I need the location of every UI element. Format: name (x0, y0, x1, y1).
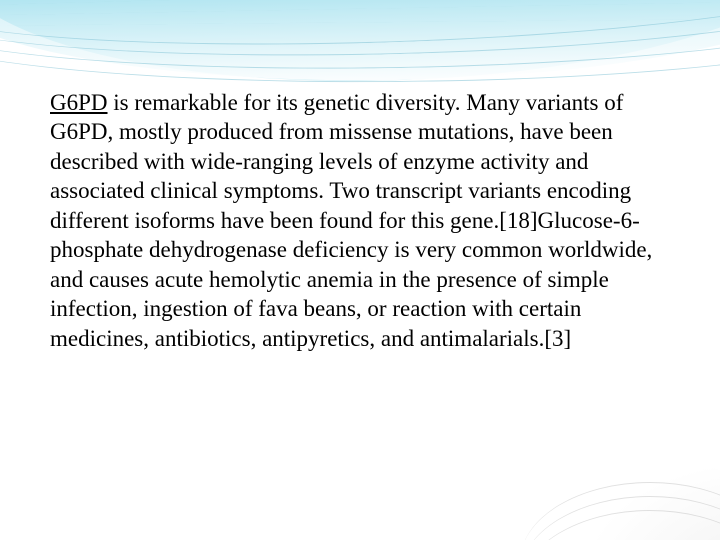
underlined-term: G6PD (50, 90, 108, 115)
body-paragraph: G6PD is remarkable for its genetic diver… (50, 88, 670, 353)
wave-hairline (0, 18, 720, 87)
body-text-run: is remarkable for its genetic diversity.… (50, 90, 652, 351)
corner-hairline (520, 482, 720, 540)
slide-content: G6PD is remarkable for its genetic diver… (50, 88, 670, 353)
corner-accent-lines (500, 440, 720, 540)
